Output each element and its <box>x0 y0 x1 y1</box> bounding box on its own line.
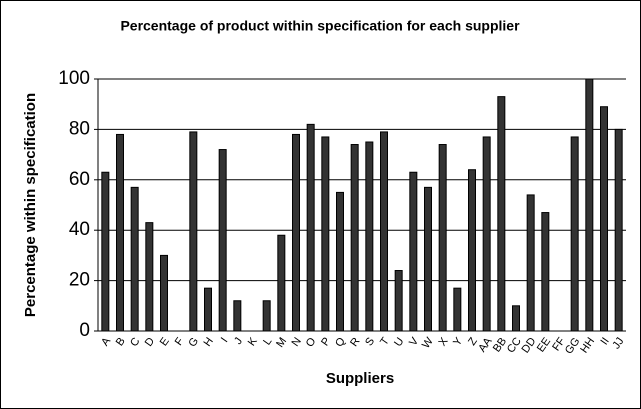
y-tick-label: 80 <box>69 118 90 139</box>
bar <box>160 254 168 332</box>
bar <box>614 128 623 332</box>
bar <box>600 106 608 332</box>
bar <box>424 186 432 332</box>
x-axis-label: Suppliers <box>326 370 394 387</box>
bar <box>233 300 242 332</box>
chart-title: Percentage of product within specificati… <box>120 18 520 34</box>
y-tick-label: 100 <box>58 68 90 89</box>
bar <box>497 96 506 332</box>
x-tick-label: II <box>598 336 611 348</box>
bar <box>277 234 286 332</box>
x-tick-label: J <box>232 336 245 347</box>
x-tick-label: I <box>219 336 231 345</box>
bar <box>380 131 388 332</box>
bar <box>453 287 462 332</box>
y-axis-label: Percentage within specification <box>22 93 39 317</box>
bar <box>468 169 476 332</box>
bar <box>145 222 154 332</box>
bar <box>570 136 579 332</box>
bar <box>350 144 359 332</box>
y-tick-label: 40 <box>69 219 90 240</box>
bar <box>512 305 520 332</box>
bar <box>438 144 447 332</box>
bar <box>292 133 300 332</box>
bar <box>130 186 139 332</box>
bar <box>365 141 374 332</box>
x-tick-label: L <box>261 336 274 348</box>
bar <box>218 149 227 332</box>
bar <box>394 270 403 332</box>
y-tick-label: 60 <box>69 169 90 190</box>
bar <box>116 133 124 332</box>
bar <box>189 131 198 332</box>
bar <box>204 287 212 332</box>
bar <box>262 300 271 332</box>
bar <box>526 194 535 332</box>
bar <box>306 123 315 332</box>
bar <box>336 191 344 332</box>
bar <box>321 136 330 332</box>
bar <box>585 78 594 332</box>
bar <box>101 171 110 332</box>
bar <box>541 212 550 332</box>
bar <box>409 171 418 332</box>
bar <box>482 136 491 332</box>
y-tick-label: 20 <box>69 270 90 291</box>
y-tick-label: 0 <box>79 320 90 341</box>
